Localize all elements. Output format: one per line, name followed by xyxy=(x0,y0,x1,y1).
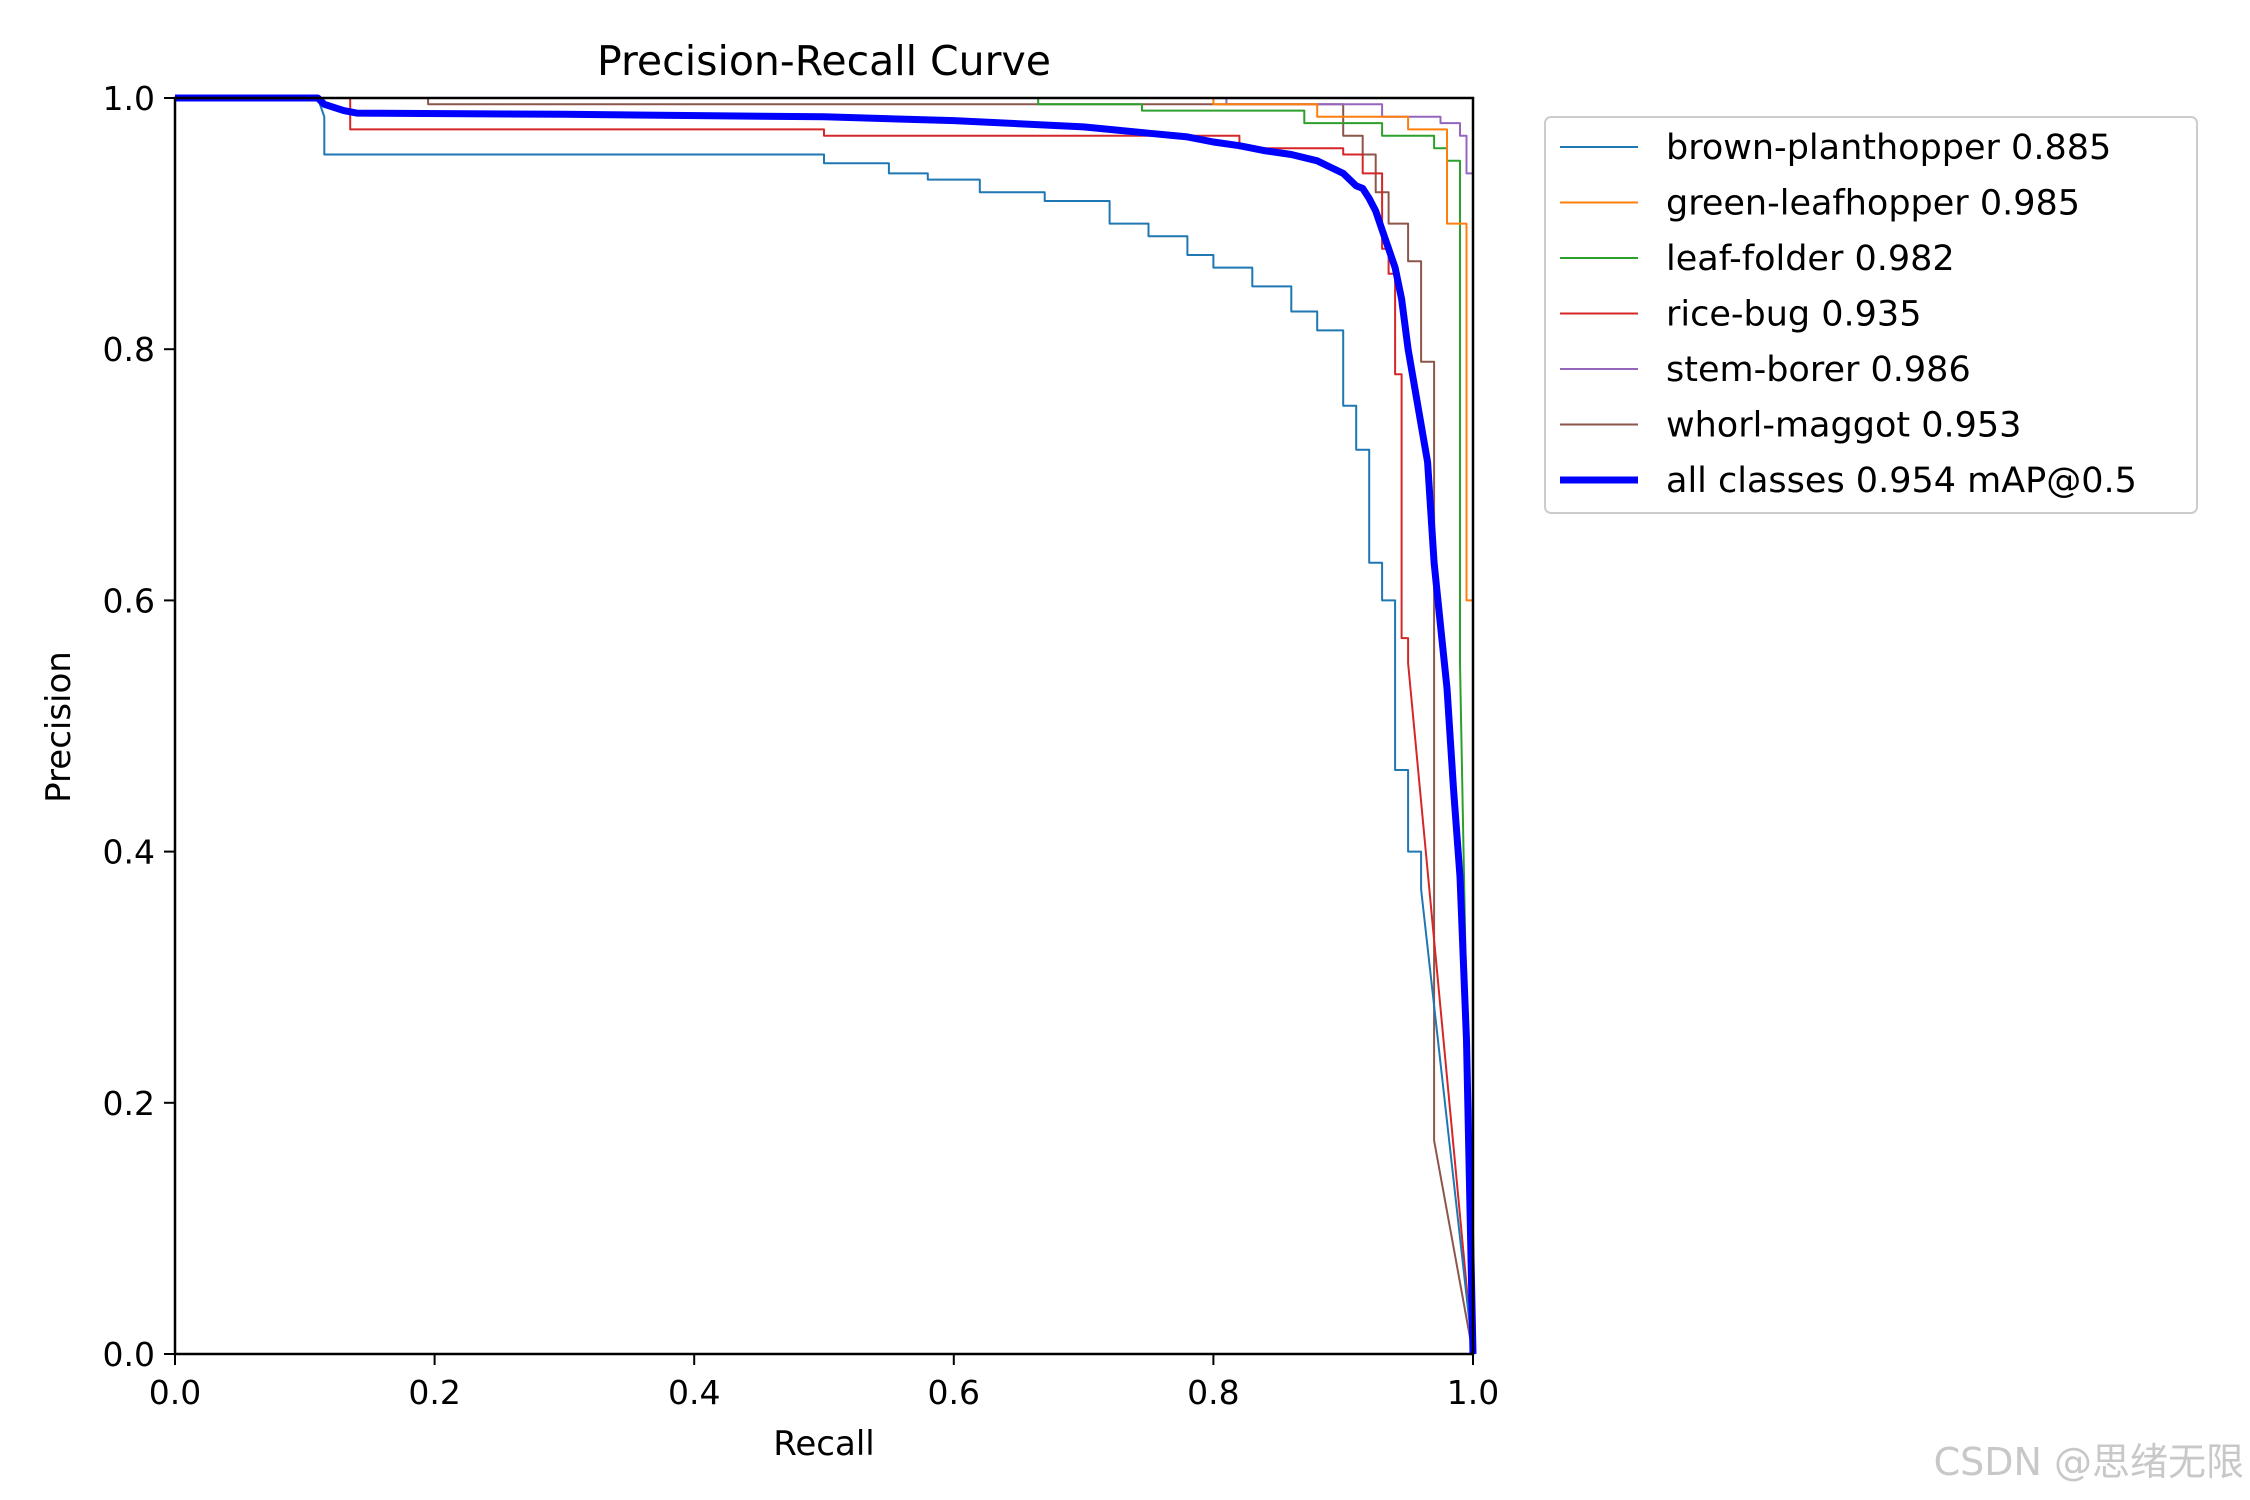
legend-label: whorl-maggot 0.953 xyxy=(1666,406,2021,446)
watermark: CSDN @思绪无限 xyxy=(1933,1440,2244,1484)
y-tick-label: 0.4 xyxy=(103,833,155,872)
x-tick-label: 0.2 xyxy=(408,1373,460,1412)
x-tick-label: 0.4 xyxy=(668,1373,720,1412)
chart-title: Precision-Recall Curve xyxy=(597,37,1051,85)
y-axis-label: Precision xyxy=(39,651,79,803)
x-axis-ticks: 0.0 0.2 0.4 0.6 0.8 1.0 xyxy=(149,1354,1499,1412)
plot-frame xyxy=(173,96,1475,1356)
series-layer xyxy=(175,94,1477,1355)
y-axis-ticks: 0.0 0.2 0.4 0.6 0.8 1.0 xyxy=(103,79,175,1374)
legend-label: green-leafhopper 0.985 xyxy=(1666,184,2080,224)
legend-label: all classes 0.954 mAP@0.5 xyxy=(1666,461,2137,501)
y-tick-label: 0.0 xyxy=(103,1335,155,1374)
x-axis-label: Recall xyxy=(773,1424,874,1464)
series-line-3 xyxy=(175,97,1474,1355)
series-line-7 xyxy=(175,94,1477,1355)
y-tick-label: 0.2 xyxy=(103,1084,155,1123)
y-tick-label: 0.6 xyxy=(103,581,155,620)
x-tick-label: 0.6 xyxy=(928,1373,980,1412)
series-line-2 xyxy=(175,97,1474,1354)
legend-label: stem-borer 0.986 xyxy=(1666,350,1971,390)
legend-label: leaf-folder 0.982 xyxy=(1666,239,1955,279)
series-line-1 xyxy=(175,97,1474,1355)
legend-label: brown-planthopper 0.885 xyxy=(1666,128,2111,168)
y-tick-label: 0.8 xyxy=(103,330,155,369)
series-line-4 xyxy=(175,97,1474,1355)
x-tick-label: 0.8 xyxy=(1187,1373,1239,1412)
y-tick-label: 1.0 xyxy=(103,79,155,118)
legend: brown-planthopper 0.885 green-leafhopper … xyxy=(1544,116,2198,514)
legend-label: rice-bug 0.935 xyxy=(1666,295,1921,335)
x-tick-label: 1.0 xyxy=(1447,1373,1499,1412)
x-tick-label: 0.0 xyxy=(149,1373,201,1412)
legend-frame xyxy=(1544,116,2198,514)
